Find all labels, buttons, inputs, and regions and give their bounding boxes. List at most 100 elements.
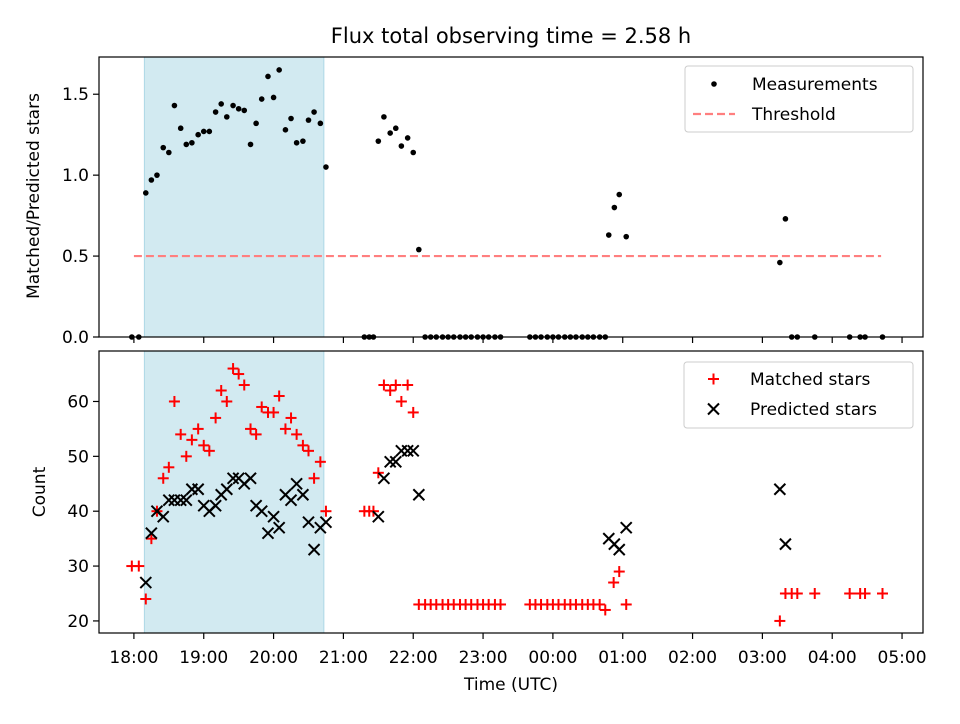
measurement-point (392, 125, 399, 132)
predicted-star-mark (139, 576, 152, 589)
matched-star-point (308, 472, 320, 484)
bottom-xlabel: Time (UTC) (463, 675, 558, 695)
predicted-star-point (290, 477, 303, 490)
matched-star-point (774, 615, 786, 627)
xtick-label: 19:00 (179, 648, 228, 668)
measurement-point (171, 102, 178, 109)
predicted-star-point (389, 455, 402, 469)
top-shaded-interval (143, 56, 325, 338)
measurement-point (404, 135, 411, 141)
predicted-star-mark (613, 543, 626, 556)
chart-title: Flux total observing time = 2.58 h (331, 24, 691, 48)
measurement-point (616, 191, 623, 198)
predicted-star-mark (407, 444, 420, 458)
measurement-point (276, 67, 282, 73)
predicted-star-mark (372, 510, 385, 523)
predicted-star-point (407, 444, 420, 458)
top-axes-frame (98, 56, 924, 338)
measurement-point (270, 94, 277, 101)
top-ytick-label: 0.5 (62, 247, 89, 267)
matched-star-point (599, 604, 611, 616)
xtick-label: 21:00 (319, 648, 368, 668)
legend-measurements-label: Measurements (752, 75, 878, 95)
matched-star-point (268, 406, 280, 418)
matched-star-point (302, 445, 314, 457)
bottom-legend-frame (683, 361, 914, 429)
measurement-point (189, 139, 195, 146)
predicted-star-mark (261, 526, 275, 540)
predicted-star-point (377, 472, 391, 485)
xtick-label: 05:00 (878, 648, 927, 668)
xtick-label: 20:00 (249, 648, 298, 668)
bottom-ytick-label: 60 (67, 392, 89, 412)
predicted-star-mark (284, 494, 298, 507)
predicted-star-mark (377, 472, 391, 485)
matched-star-point (608, 577, 620, 589)
matched-star-point (140, 593, 152, 605)
matched-star-point (250, 428, 262, 440)
top-ytick-label: 1.0 (62, 166, 89, 186)
bottom-shaded-interval (143, 350, 325, 634)
measurement-point (200, 128, 207, 135)
matched-star-point (210, 412, 222, 424)
measurement-point (230, 102, 236, 109)
matched-star-point (175, 428, 187, 440)
predicted-star-point (412, 488, 426, 501)
measurement-point (293, 139, 300, 146)
predicted-star-mark (412, 488, 426, 501)
matched-star-point (256, 401, 268, 413)
matched-star-point (285, 412, 297, 424)
predicted-star-point (284, 494, 298, 507)
predicted-star-mark (209, 499, 222, 512)
predicted-star-point (267, 510, 280, 523)
predicted-star-mark (145, 526, 158, 540)
predicted-star-mark (307, 543, 321, 556)
predicted-star-mark (157, 510, 170, 523)
measurement-point (212, 109, 219, 115)
matched-star-point (407, 406, 419, 418)
top-ylabel: Matched/Predicted stars (24, 93, 44, 299)
predicted-star-point (779, 537, 792, 551)
predicted-star-mark (383, 455, 397, 469)
matched-star-point (809, 587, 821, 599)
matched-star-point (163, 461, 175, 473)
measurement-point (623, 233, 630, 240)
measurement-point (317, 120, 324, 127)
matched-star-point (876, 587, 888, 599)
measurement-point (398, 143, 405, 149)
matched-star-point (620, 598, 632, 610)
bottom-axes-frame (98, 350, 924, 634)
predicted-star-mark (319, 515, 333, 529)
measurement-point (265, 73, 271, 80)
predicted-star-point (191, 483, 205, 496)
measurement-point (223, 114, 230, 120)
measurement-point (166, 149, 172, 156)
predicted-star-mark (279, 488, 292, 501)
matched-star-point (384, 385, 396, 397)
predicted-star-point (319, 515, 333, 529)
matched-star-point (594, 598, 606, 610)
xtick-label: 02:00 (668, 648, 717, 668)
matched-star-point (238, 379, 250, 391)
matched-star-point (791, 587, 803, 599)
predicted-star-mark (779, 537, 792, 551)
predicted-star-point (773, 483, 787, 496)
matched-star-point (390, 379, 402, 391)
legend-matched-marker (708, 373, 719, 385)
measurement-point (154, 172, 160, 178)
matched-star-point (186, 434, 198, 446)
matched-star-point (221, 395, 233, 407)
predicted-star-mark (602, 532, 615, 545)
predicted-star-point (174, 494, 187, 507)
bottom-subplot: 20 30 40 50 60 18:00 19:00 20:00 21:00 22:00 23:00… (67, 350, 927, 668)
xtick-label: 18:00 (109, 648, 158, 668)
matched-star-point (291, 428, 303, 440)
predicted-star-point (272, 521, 286, 534)
xtick-label: 00:00 (528, 648, 577, 668)
predicted-star-mark (401, 444, 414, 458)
matched-star-point (215, 385, 227, 397)
matched-star-point (320, 505, 332, 517)
predicted-star-point (162, 494, 176, 507)
predicted-star-point (157, 510, 170, 523)
